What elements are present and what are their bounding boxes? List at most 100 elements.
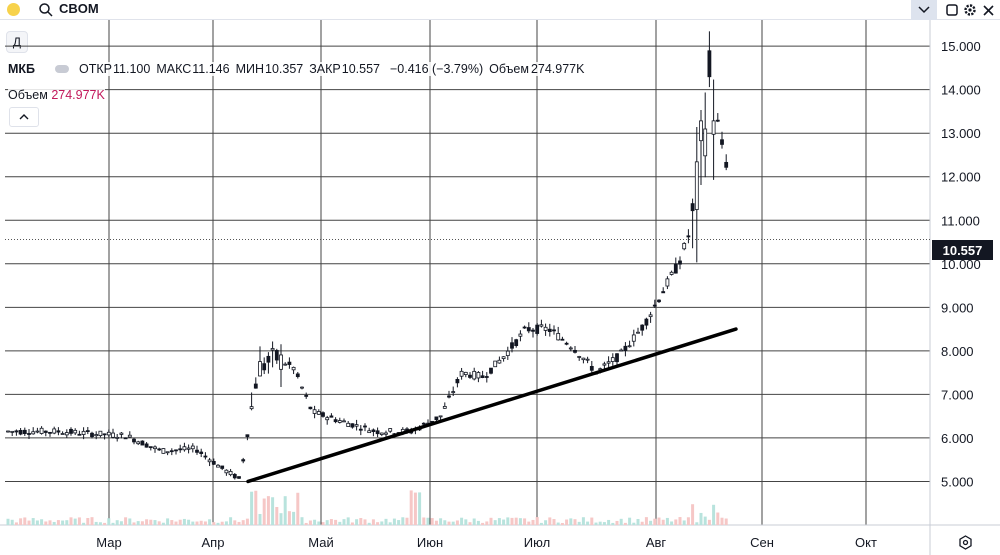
volume-bar <box>107 518 111 525</box>
candle-down <box>211 461 216 465</box>
candle-up <box>518 333 523 337</box>
symbol-dropdown-button[interactable] <box>911 0 937 20</box>
symbol-search-input[interactable]: CBOM <box>59 1 99 16</box>
volume-bar <box>350 522 354 525</box>
candle-down <box>102 433 107 436</box>
candle-up <box>270 348 275 351</box>
volume-bar <box>132 522 136 525</box>
candle-down <box>690 203 695 212</box>
y-tick-label: 10.000 <box>941 257 981 272</box>
volume-bar <box>262 498 266 525</box>
volume-bar <box>94 521 98 525</box>
open-value: 11.100 <box>113 62 151 76</box>
candle-down <box>157 448 162 451</box>
candle-up <box>258 361 262 377</box>
close-icon[interactable] <box>980 2 996 18</box>
candle-down <box>69 428 73 434</box>
volume-bar <box>716 512 720 525</box>
volume-bar <box>703 516 707 525</box>
x-tick-label: Май <box>308 535 333 550</box>
volume-bar <box>69 517 73 525</box>
gear-icon[interactable] <box>962 2 978 18</box>
candle-up <box>73 429 78 434</box>
volume-bar <box>481 522 485 525</box>
ohlc-legend: МКБ ОТКР 11.100 МАКС 11.146 МИН 10.357 ЗАКР… <box>8 62 591 76</box>
candle-up <box>98 430 103 436</box>
volume-bar <box>523 518 527 525</box>
volume-bar <box>712 504 716 525</box>
volume-bar <box>6 518 10 525</box>
volume-bar <box>283 496 287 525</box>
volume-bar <box>73 518 77 525</box>
volume-bar <box>174 521 178 525</box>
volume-bar <box>296 492 300 525</box>
search-icon[interactable] <box>38 2 54 18</box>
axis-settings-button[interactable] <box>955 532 975 552</box>
candle-down <box>363 425 367 428</box>
volume-bar <box>220 521 224 525</box>
volume-bar <box>405 517 409 525</box>
collapse-legend-button[interactable] <box>9 107 39 127</box>
close-value: 10.557 <box>341 62 380 76</box>
candle-down <box>253 383 258 389</box>
candle-down <box>27 433 31 435</box>
volume-bar <box>271 497 275 525</box>
candle-up <box>459 370 464 377</box>
candle-up <box>6 430 10 433</box>
volume-bar <box>682 520 686 525</box>
volume-bar <box>329 519 333 525</box>
candle-down <box>195 449 199 453</box>
candle-down <box>178 448 183 451</box>
volume-bar <box>594 522 598 525</box>
candle-down <box>132 438 136 443</box>
candle-down <box>18 429 23 435</box>
volume-bar <box>468 522 472 525</box>
volume-bar <box>397 520 401 525</box>
volume-bar <box>460 517 464 525</box>
volume-legend-value: 274.977K <box>51 88 105 102</box>
candle-down <box>514 339 519 346</box>
candle-down <box>174 449 178 452</box>
candle-up <box>94 434 99 437</box>
maximize-icon[interactable] <box>944 2 960 18</box>
candle-up <box>493 360 498 368</box>
period-button[interactable]: Д <box>6 31 28 53</box>
volume-bar <box>40 519 44 525</box>
visibility-toggle-icon[interactable] <box>55 65 70 73</box>
candle-up <box>451 391 456 393</box>
volume-bar <box>514 517 518 525</box>
change-value: −0.416 (−3.79%) <box>389 62 484 76</box>
volume-bar <box>124 517 128 525</box>
volume-bar <box>44 521 48 525</box>
candle-up <box>127 434 132 438</box>
volume-bar <box>615 520 619 525</box>
candle-up <box>379 432 384 435</box>
volume-bar <box>346 517 350 525</box>
candle-up <box>669 271 674 275</box>
candle-up <box>463 371 468 375</box>
volume-label: Объем <box>489 62 529 76</box>
volume-bar <box>199 520 203 525</box>
candle-up <box>619 349 624 352</box>
candle-up <box>182 446 187 451</box>
volume-bar <box>342 519 346 525</box>
volume-bar <box>98 522 102 525</box>
trendline <box>246 327 738 484</box>
volume-bar <box>455 520 459 525</box>
volume-bar <box>258 513 262 525</box>
candle-up <box>52 428 57 434</box>
volume-bar <box>556 522 560 525</box>
volume-bar <box>266 496 270 525</box>
candle-down <box>480 375 485 379</box>
volume-bar <box>653 518 657 525</box>
candle-up <box>505 350 510 357</box>
volume-bar <box>161 522 165 525</box>
candle-down <box>652 304 657 307</box>
candle-up <box>337 420 342 423</box>
volume-bar <box>686 517 690 525</box>
volume-bar <box>720 517 724 525</box>
candle-down <box>673 263 678 274</box>
candle-up <box>711 120 716 135</box>
volume-bar <box>707 519 711 525</box>
